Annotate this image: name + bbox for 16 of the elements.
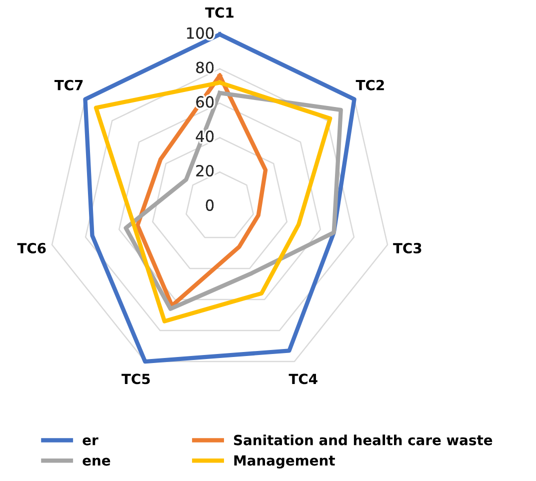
y-tick-label: 0 — [206, 199, 214, 211]
y-tick-label: 100 — [187, 27, 214, 39]
spoke-label: TC4 — [288, 374, 318, 384]
spoke-label: TC1 — [205, 7, 234, 18]
legend-label: ene — [82, 458, 110, 466]
legend-label: Sanitation and health care waste — [234, 434, 492, 446]
spoke-label: TC2 — [356, 80, 384, 90]
spoke-label: TC5 — [122, 374, 150, 384]
y-tick-label: 20 — [196, 164, 214, 177]
spoke-label: TC3 — [393, 242, 422, 254]
legend-label: Management — [234, 455, 335, 468]
spoke-label: TC7 — [54, 80, 83, 90]
y-tick-label: 40 — [196, 130, 214, 142]
spoke-label: TC6 — [17, 242, 46, 254]
legend-label: er — [82, 437, 98, 446]
y-tick-label: 80 — [196, 62, 214, 74]
